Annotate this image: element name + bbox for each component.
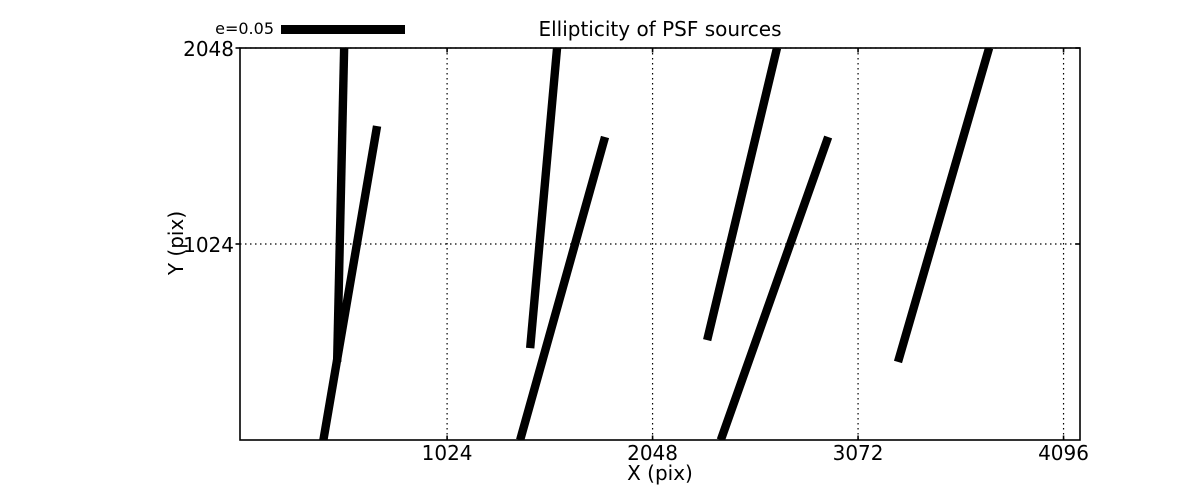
- whisker-segment-0: [332, 48, 349, 363]
- whisker-segment-4: [703, 48, 782, 342]
- x-tick-label-4096: 4096: [1038, 441, 1089, 465]
- x-tick-label-2048: 2048: [627, 441, 679, 465]
- whisker-segment-6: [893, 48, 994, 364]
- whisker-segment-5: [716, 135, 833, 440]
- chart-title: Ellipticity of PSF sources: [538, 17, 782, 41]
- legend-bar-swatch: [281, 25, 405, 34]
- whisker-series: [319, 48, 994, 440]
- y-tick-label-1024: 1024: [183, 233, 234, 257]
- whisker-segment-2: [525, 48, 562, 349]
- x-tick-label-1024: 1024: [421, 441, 473, 465]
- x-tick-label-3072: 3072: [832, 441, 884, 465]
- legend-label: e=0.05: [215, 19, 274, 38]
- whisker-segment-1: [319, 125, 382, 440]
- x-axis-label: X (pix): [627, 461, 693, 485]
- whisker-segment-3: [516, 135, 610, 440]
- y-tick-label-2048: 2048: [183, 37, 234, 61]
